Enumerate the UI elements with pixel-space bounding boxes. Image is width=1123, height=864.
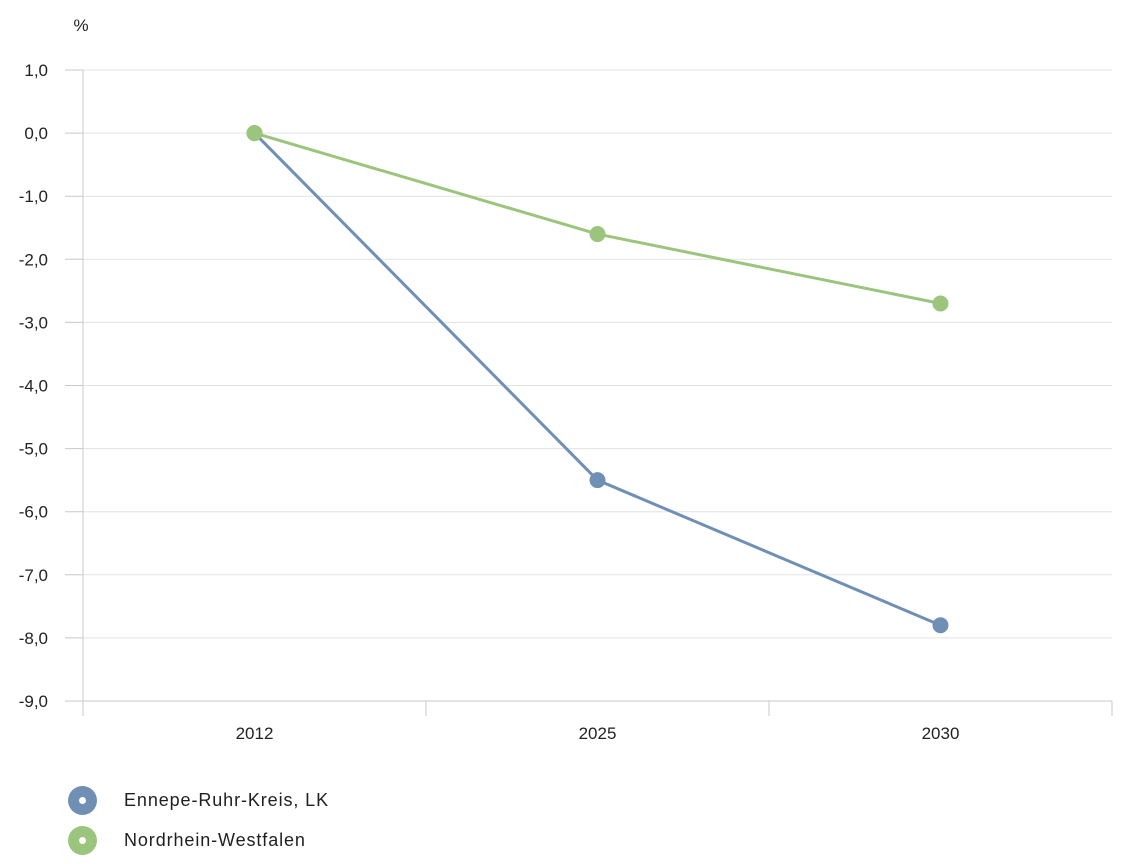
- y-tick-label: 1,0: [24, 61, 48, 80]
- series-line-0: [253, 131, 942, 627]
- x-tick-label: 2025: [579, 724, 617, 743]
- axes: 1,0 0,0 -1,0 -2,0 -3,0 -4,0 -5,0 -6,0 -7,0 -8,0 -9…: [19, 61, 1113, 743]
- data-point: [932, 295, 949, 312]
- y-tick-label: -2,0: [19, 250, 48, 269]
- x-tick-label: 2030: [922, 724, 960, 743]
- y-tick-label: -1,0: [19, 187, 48, 206]
- data-point: [589, 472, 606, 489]
- data-point: [246, 125, 263, 142]
- y-tick-label: -4,0: [19, 377, 48, 396]
- y-tick-label: -3,0: [19, 313, 48, 332]
- y-tick-label: -7,0: [19, 566, 48, 585]
- legend-item-nordrhein-westfalen[interactable]: Nordrhein-Westfalen: [68, 824, 329, 856]
- legend-label: Ennepe-Ruhr-Kreis, LK: [124, 789, 329, 810]
- y-tick-label: -9,0: [19, 692, 48, 711]
- data-point: [589, 226, 606, 243]
- y-tick-label: -8,0: [19, 629, 48, 648]
- y-tick-label: -5,0: [19, 440, 48, 459]
- legend: Ennepe-Ruhr-Kreis, LK Nordrhein-Westfale…: [68, 784, 329, 864]
- x-tick-label: 2012: [236, 724, 274, 743]
- legend-item-ennepe-ruhr-kreis[interactable]: Ennepe-Ruhr-Kreis, LK: [68, 784, 329, 816]
- chart-canvas: % 1,0 0,0 -1,0 -2,0 -3,0 -4,0 -5,0 -6,0 -7,0 -8,0…: [19, 16, 1113, 743]
- series-line-1: [253, 131, 942, 305]
- y-axis-unit-label: %: [73, 16, 88, 35]
- y-tick-label: -6,0: [19, 503, 48, 522]
- legend-label: Nordrhein-Westfalen: [124, 829, 306, 850]
- gridlines: [83, 69, 1112, 639]
- legend-marker-icon: [68, 825, 97, 855]
- data-point: [932, 617, 949, 634]
- series-lines: [246, 125, 949, 634]
- y-tick-label: 0,0: [24, 124, 48, 143]
- legend-marker-icon: [68, 785, 97, 815]
